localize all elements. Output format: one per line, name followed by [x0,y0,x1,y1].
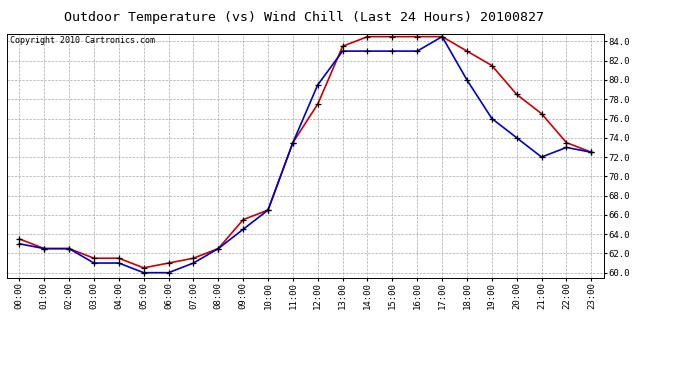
Text: Copyright 2010 Cartronics.com: Copyright 2010 Cartronics.com [10,36,155,45]
Text: Outdoor Temperature (vs) Wind Chill (Last 24 Hours) 20100827: Outdoor Temperature (vs) Wind Chill (Las… [63,11,544,24]
